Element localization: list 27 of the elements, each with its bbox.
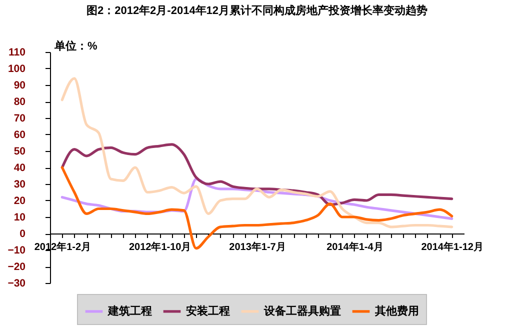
y-tick-label: 110 [8, 46, 26, 58]
y-tick-label: 0 [20, 228, 26, 240]
y-tick-label: 40 [14, 162, 26, 174]
x-tick-label: 2014年1-12月 [421, 241, 484, 253]
legend-label: 其他费用 [374, 304, 419, 318]
line-series [60, 77, 454, 228]
y-tick-label: 70 [14, 112, 26, 124]
y-tick-label: 80 [14, 96, 26, 108]
legend-label: 建筑工程 [107, 304, 152, 318]
x-tick-label: 2013年1-7月 [229, 241, 286, 253]
y-tick-label: −30 [8, 278, 26, 290]
y-tick-label: 100 [8, 63, 26, 75]
y-axis-title: 单位：% [54, 40, 98, 52]
chart-title: 图2：2012年2月-2014年12月累计不同构成房地产投资增长率变动趋势 [86, 4, 428, 17]
x-tick-label: 2014年1-4月 [326, 241, 384, 253]
line-series [60, 143, 454, 206]
y-tick-label: 10 [14, 212, 26, 224]
y-tick-label: 60 [14, 129, 26, 141]
legend-label: 设备工器具购置 [263, 304, 341, 318]
legend-label: 安装工程 [186, 304, 230, 318]
y-tick-label: −20 [8, 261, 26, 273]
x-tick-label: 2012年1-10月 [128, 241, 192, 253]
y-tick-label: 50 [14, 146, 26, 158]
y-tick-label: 20 [14, 195, 26, 207]
y-tick-label: 30 [14, 178, 26, 190]
y-tick-label: 90 [14, 80, 26, 92]
y-tick-label: −10 [8, 244, 26, 256]
